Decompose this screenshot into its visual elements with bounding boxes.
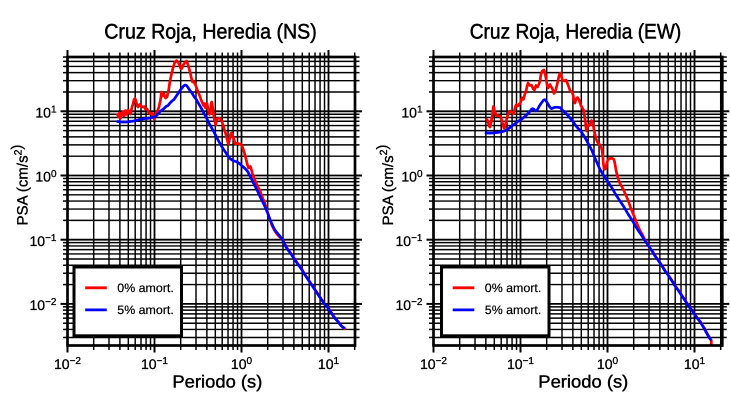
svg-text:Periodo (s): Periodo (s) [538,372,628,392]
svg-text:PSA (cm/s2): PSA (cm/s2) [374,145,397,226]
svg-text:0% amort.: 0% amort. [117,281,174,295]
svg-text:PSA (cm/s2): PSA (cm/s2) [9,145,32,226]
svg-text:5% amort.: 5% amort. [485,303,542,317]
svg-text:Cruz Roja, Heredia (EW): Cruz Roja, Heredia (EW) [470,21,682,44]
svg-text:Periodo (s): Periodo (s) [172,372,262,392]
svg-text:Cruz Roja, Heredia (NS): Cruz Roja, Heredia (NS) [104,21,317,44]
svg-text:5% amort.: 5% amort. [117,303,174,317]
svg-text:0% amort.: 0% amort. [485,281,542,295]
